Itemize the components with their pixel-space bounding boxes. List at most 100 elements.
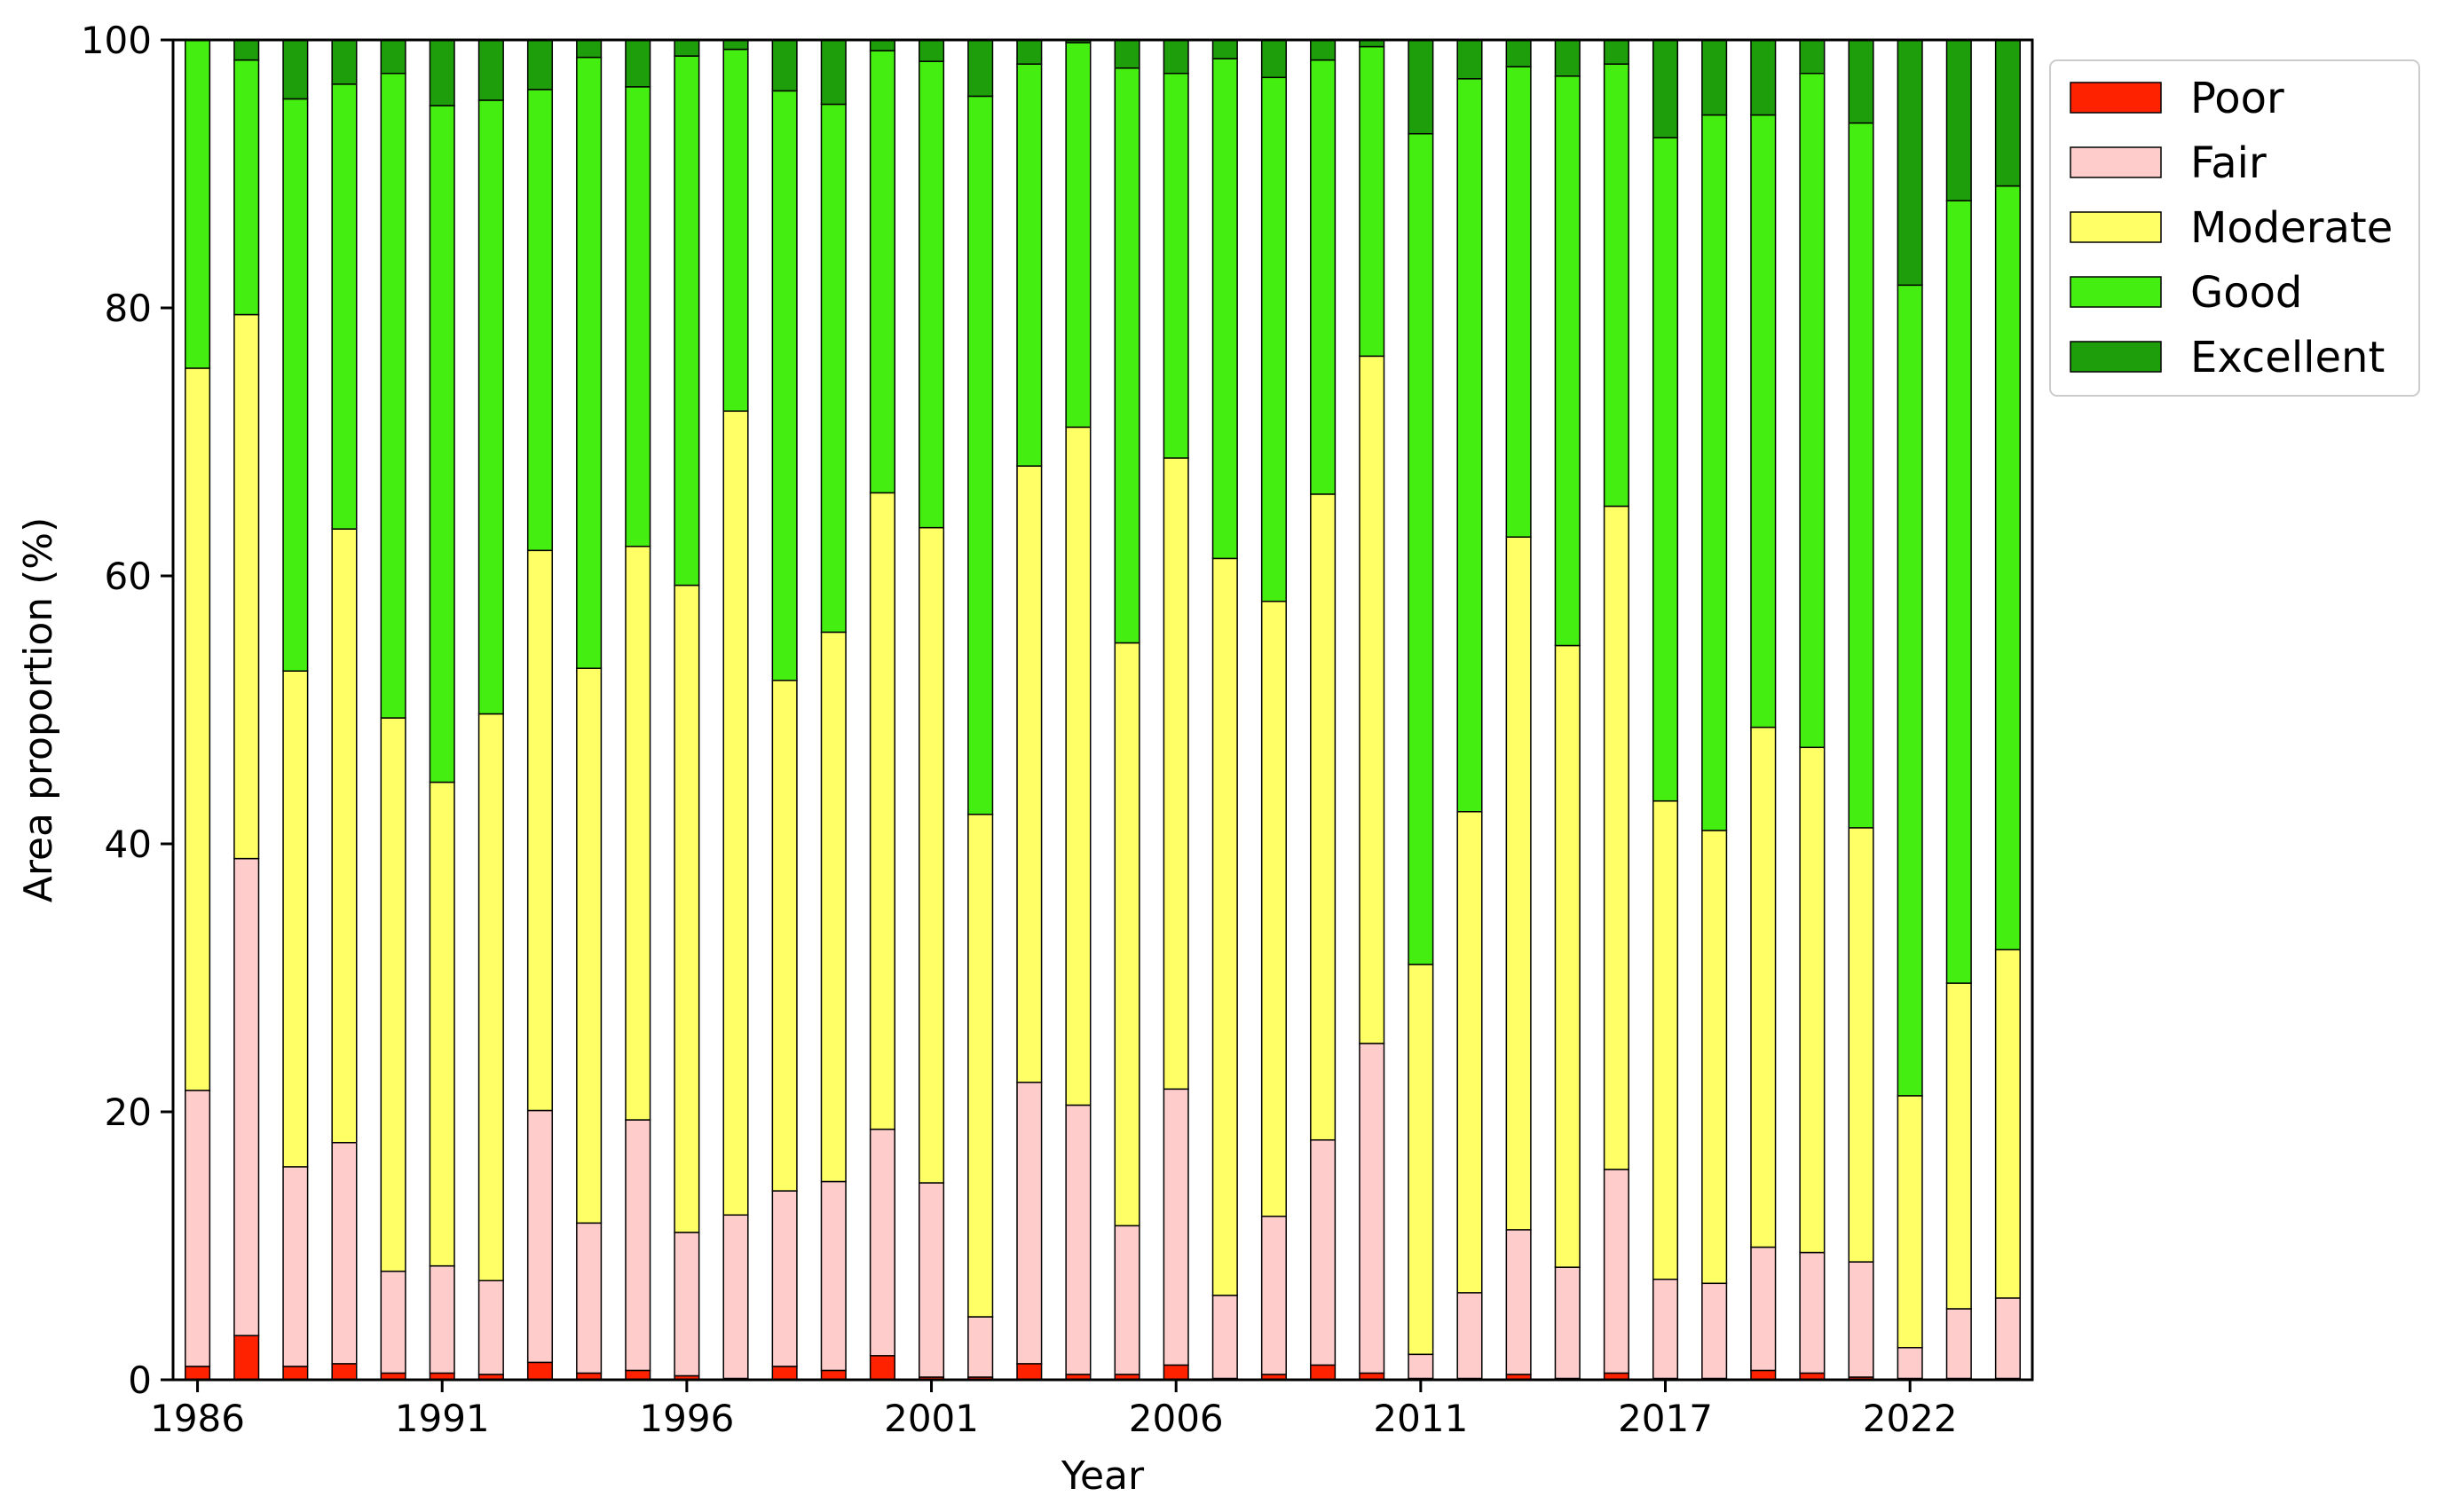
bar-segment-moderate-2002 <box>967 814 994 1318</box>
bar-segment-fair-2009 <box>1310 1138 1337 1366</box>
bar-stack-2010 <box>1359 39 1385 1381</box>
bar-segment-excellent-2014 <box>1505 39 1532 67</box>
bar-segment-poor-1986 <box>185 1366 211 1381</box>
bar-segment-fair-1987 <box>233 857 260 1336</box>
x-tick-label: 2001 <box>884 1397 979 1440</box>
bar-segment-moderate-2000 <box>869 492 895 1130</box>
bar-segment-good-1999 <box>820 103 847 634</box>
bar-segment-good-1989 <box>331 83 358 530</box>
bar-segment-fair-1999 <box>820 1180 847 1372</box>
bar-segment-poor-1995 <box>625 1369 651 1381</box>
bar-segment-moderate-2008 <box>1260 600 1288 1217</box>
bar-segment-excellent-2007 <box>1211 39 1238 59</box>
bar-segment-good-1992 <box>477 99 504 715</box>
legend-box <box>2049 59 2420 397</box>
bar-segment-good-2009 <box>1310 59 1337 495</box>
bar-segment-poor-1988 <box>282 1366 309 1381</box>
bar-stack-2002 <box>967 39 994 1381</box>
bar-stack-2007 <box>1211 39 1238 1381</box>
y-tick-label: 20 <box>105 1091 152 1134</box>
bar-stack-2006 <box>1163 39 1189 1381</box>
plot-frame <box>171 38 2034 1382</box>
bar-segment-poor-2006 <box>1163 1364 1189 1381</box>
bar-stack-2021 <box>1848 39 1874 1381</box>
bar-segment-excellent-1998 <box>771 39 798 92</box>
bar-segment-excellent-2009 <box>1310 39 1337 61</box>
bar-segment-good-1996 <box>674 55 700 587</box>
bar-segment-excellent-2013 <box>1456 39 1483 80</box>
bar-segment-fair-2018 <box>1701 1282 1728 1380</box>
legend-swatch-poor <box>2070 82 2162 114</box>
bar-segment-moderate-1989 <box>331 528 358 1144</box>
bar-segment-fair-1994 <box>576 1222 603 1374</box>
bar-segment-moderate-1988 <box>282 670 309 1168</box>
bar-segment-moderate-2005 <box>1114 642 1140 1227</box>
bar-segment-excellent-1988 <box>282 39 309 100</box>
bar-segment-good-1994 <box>576 56 603 669</box>
bar-segment-excellent-2022 <box>1897 39 1923 287</box>
bars-layer <box>185 39 2021 1381</box>
bar-stack-1998 <box>771 39 798 1381</box>
bar-segment-fair-1991 <box>429 1264 455 1374</box>
bar-segment-fair-2003 <box>1016 1082 1043 1365</box>
bar-stack-1994 <box>576 39 603 1381</box>
bar-segment-fair-2021 <box>1848 1261 1874 1378</box>
bar-segment-moderate-2023 <box>1945 982 1972 1310</box>
bar-segment-moderate-1998 <box>771 680 798 1192</box>
bar-segment-good-2003 <box>1016 63 1043 467</box>
bar-segment-fair-1989 <box>331 1141 358 1365</box>
bar-segment-fair-1996 <box>674 1232 700 1377</box>
bar-segment-excellent-1992 <box>477 39 504 101</box>
bar-segment-good-2013 <box>1456 78 1483 813</box>
bar-segment-fair-2017 <box>1652 1279 1679 1380</box>
bar-segment-good-2018 <box>1701 114 1728 831</box>
legend-label-fair: Fair <box>2190 138 2267 188</box>
bar-segment-moderate-2009 <box>1310 493 1337 1141</box>
bar-segment-moderate-1996 <box>674 584 700 1233</box>
bar-segment-fair-2006 <box>1163 1088 1189 1366</box>
bar-segment-excellent-1989 <box>331 39 358 85</box>
bar-segment-good-2023 <box>1945 200 1972 984</box>
bar-segment-excellent-2017 <box>1652 39 1679 138</box>
bar-segment-good-1997 <box>722 48 749 413</box>
bar-segment-excellent-1991 <box>429 39 455 106</box>
x-tick-label: 1986 <box>150 1397 245 1440</box>
bar-stack-2011 <box>1408 39 1434 1381</box>
bar-stack-2022 <box>1897 39 1923 1381</box>
x-tick-label: 1991 <box>395 1397 490 1440</box>
bar-segment-moderate-2020 <box>1799 746 1826 1254</box>
bar-segment-moderate-2010 <box>1359 355 1385 1044</box>
bar-segment-good-1988 <box>282 98 309 672</box>
bar-segment-moderate-1993 <box>526 549 554 1112</box>
bar-segment-poor-1989 <box>331 1363 358 1381</box>
bar-segment-good-2010 <box>1359 45 1385 358</box>
bar-segment-excellent-2005 <box>1114 39 1140 69</box>
y-tick-label: 80 <box>105 287 152 330</box>
bar-segment-fair-1997 <box>722 1214 749 1380</box>
bar-segment-moderate-1997 <box>722 410 749 1217</box>
bar-segment-moderate-2007 <box>1211 557 1238 1296</box>
bar-segment-good-2020 <box>1799 73 1826 749</box>
bar-segment-fair-2022 <box>1897 1347 1923 1380</box>
bar-stack-1989 <box>331 39 358 1381</box>
bar-segment-fair-2008 <box>1260 1216 1288 1375</box>
bar-segment-excellent-2021 <box>1848 39 1874 124</box>
bar-stack-1987 <box>233 39 260 1381</box>
bar-segment-good-2006 <box>1163 73 1189 459</box>
bar-segment-poor-1993 <box>526 1361 554 1381</box>
bar-segment-poor-2003 <box>1016 1363 1043 1381</box>
bar-segment-good-2024 <box>1994 185 2021 951</box>
bar-stack-2008 <box>1260 39 1288 1381</box>
legend-label-moderate: Moderate <box>2190 203 2393 253</box>
y-axis-label: Area proportion (%) <box>16 517 61 903</box>
y-tick-label: 0 <box>128 1358 152 1402</box>
bar-stack-2004 <box>1065 39 1092 1381</box>
bar-stack-2019 <box>1750 39 1777 1381</box>
legend-swatch-excellent <box>2070 341 2162 373</box>
bar-segment-fair-2004 <box>1065 1104 1092 1375</box>
bar-segment-moderate-1994 <box>576 667 603 1225</box>
bar-segment-good-2016 <box>1603 63 1629 508</box>
bar-segment-fair-1990 <box>380 1270 406 1374</box>
bar-segment-fair-2023 <box>1945 1308 1972 1380</box>
